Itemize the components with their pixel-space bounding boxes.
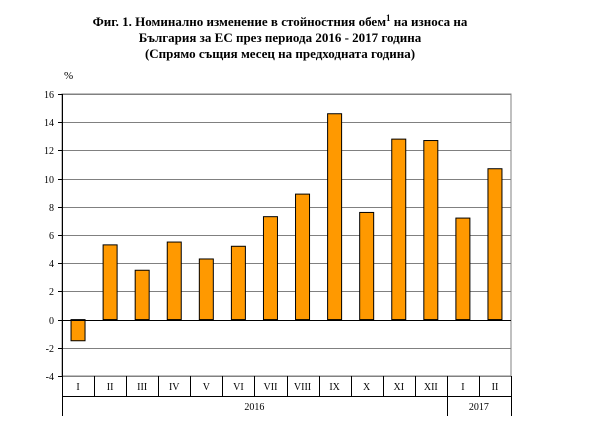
y-tick-label: 16 <box>44 90 54 101</box>
bar-14 <box>487 168 503 321</box>
bar-5 <box>198 258 214 321</box>
x-tick-label: II <box>107 382 114 393</box>
chart-title: Фиг. 1. Номинално изменение в стойностни… <box>0 14 560 62</box>
title-line-2: България за ЕС през периода 2016 - 2017 … <box>138 30 422 45</box>
x-tick-label: II <box>492 382 499 393</box>
x-tick-label: X <box>363 382 371 393</box>
gridlines <box>61 93 512 377</box>
title-line-1: Фиг. 1. Номинално изменение в стойностни… <box>92 13 468 30</box>
y-tick-label: 6 <box>49 231 54 242</box>
x-tick-label: I <box>461 382 464 393</box>
y-tick-label: 2 <box>49 287 54 298</box>
x-tick-label: XI <box>393 382 404 393</box>
bar-10 <box>359 211 375 321</box>
x-tick-label: V <box>203 382 211 393</box>
x-tick-label: VII <box>264 382 278 393</box>
y-tick-label: 0 <box>49 316 54 327</box>
bar-3 <box>134 269 150 321</box>
x-tick-label: IX <box>329 382 340 393</box>
bars <box>70 113 503 342</box>
x-tick-label: III <box>137 382 147 393</box>
x-tick-label: XII <box>424 382 438 393</box>
y-tick-label: 12 <box>44 146 54 157</box>
bar-4 <box>166 241 182 321</box>
y-tick-label: 8 <box>49 203 54 214</box>
bar-8 <box>295 193 311 321</box>
x-tick-label: I <box>76 382 79 393</box>
x-tick-label: VIII <box>294 382 311 393</box>
bar-1 <box>70 319 86 342</box>
title-line-3: (Спрямо същия месец на предходната годин… <box>144 46 416 61</box>
y-axis-unit-label: % <box>64 70 74 82</box>
bar-12 <box>423 140 439 321</box>
y-tick-label: 14 <box>44 118 54 129</box>
year-label: 2017 <box>469 402 489 413</box>
y-tick-label: 10 <box>44 175 54 186</box>
year-label: 2016 <box>244 402 264 413</box>
bar-2 <box>102 244 118 321</box>
bar-13 <box>455 217 471 321</box>
footnote-mark: 1 <box>386 13 391 23</box>
bar-9 <box>327 113 343 321</box>
y-tick-label: 4 <box>49 259 54 270</box>
x-tick-label: VI <box>233 382 244 393</box>
axes <box>58 94 512 416</box>
y-tick-label: -4 <box>46 372 54 383</box>
y-tick-label: -2 <box>46 344 54 355</box>
x-tick-label: IV <box>169 382 180 393</box>
bar-7 <box>262 216 278 321</box>
bar-11 <box>391 138 407 321</box>
bar-6 <box>230 245 246 321</box>
